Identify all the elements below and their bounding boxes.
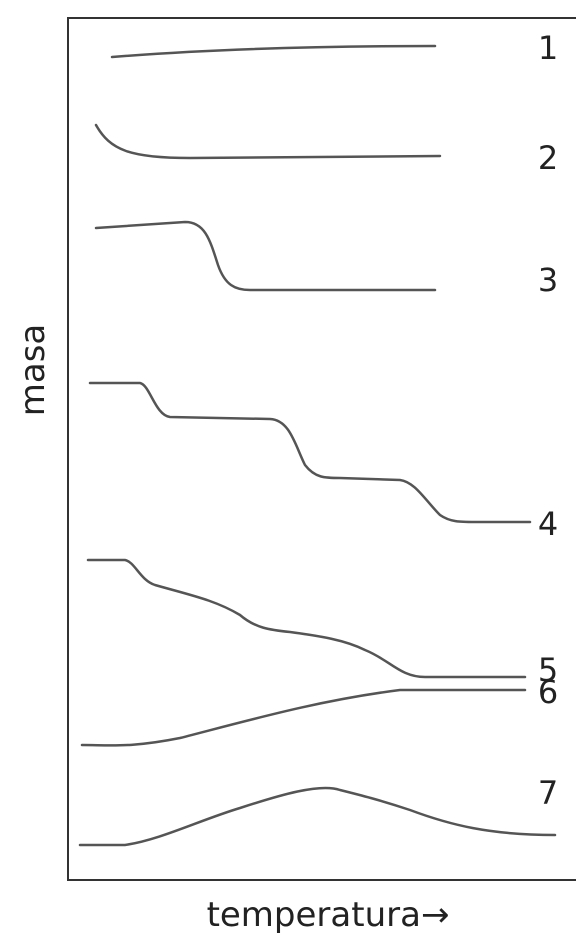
curve-7 <box>78 786 557 847</box>
curve-label: 5 <box>538 651 558 689</box>
curve-2 <box>94 123 442 160</box>
curve-label: 1 <box>538 29 558 67</box>
curve-5 <box>86 558 527 679</box>
curve-label: 6 <box>538 673 558 711</box>
curve-3 <box>94 220 437 292</box>
curve-label: 4 <box>538 505 558 543</box>
curve-label: 3 <box>538 261 558 299</box>
y-axis-label: masa <box>13 324 53 417</box>
curve-1 <box>110 44 437 59</box>
frame <box>67 17 576 881</box>
curve-label: 2 <box>538 139 558 177</box>
curve-6 <box>80 688 527 747</box>
curve-4 <box>88 381 532 524</box>
curve-label: 7 <box>538 774 558 812</box>
x-axis-label: temperatura→ <box>207 895 450 935</box>
